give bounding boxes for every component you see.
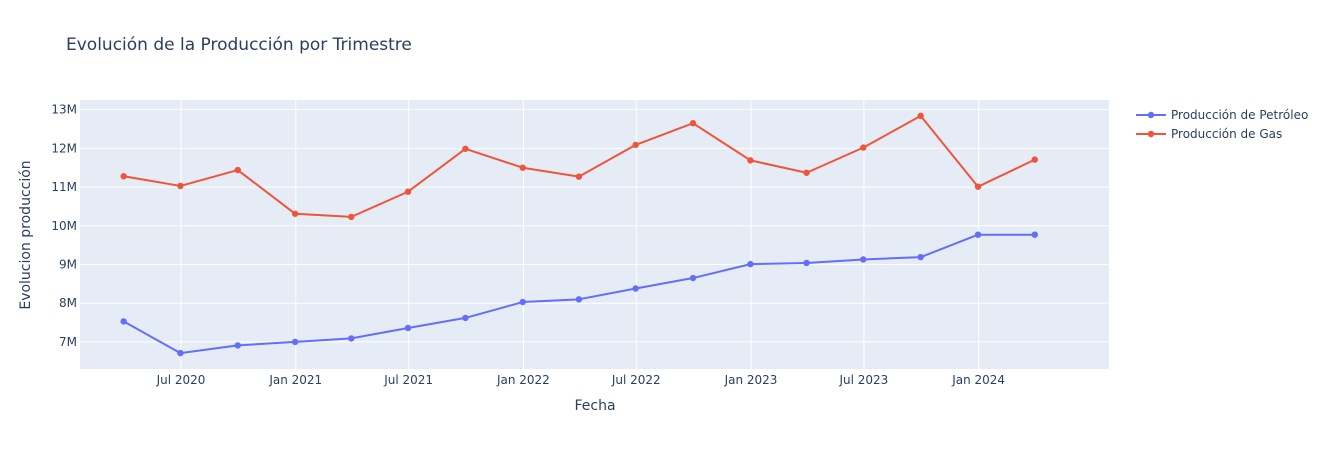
data-point[interactable]	[803, 169, 810, 176]
y-axis-title: Evolucion producción	[18, 160, 34, 309]
series-lines	[120, 112, 1038, 357]
data-point[interactable]	[120, 318, 127, 325]
data-point[interactable]	[404, 188, 412, 195]
data-point[interactable]	[519, 164, 526, 171]
data-point[interactable]	[974, 231, 982, 238]
data-point[interactable]	[1031, 231, 1038, 238]
data-point[interactable]	[747, 260, 754, 268]
data-point[interactable]	[348, 335, 355, 342]
x-axis-title: Fecha	[574, 398, 615, 414]
x-axis-ticks: Jul 2020 Jan 2021 Jul 2021 Jan 2022 Jul 2022…	[156, 373, 1005, 387]
data-point[interactable]	[462, 145, 469, 152]
series-petroleo[interactable]	[120, 231, 1038, 357]
data-point[interactable]	[860, 256, 867, 263]
data-point[interactable]	[291, 338, 299, 346]
data-point[interactable]	[803, 259, 810, 267]
plot-background[interactable]	[80, 100, 1109, 369]
data-point[interactable]	[974, 183, 982, 190]
data-point[interactable]	[575, 296, 583, 303]
data-point[interactable]	[860, 144, 867, 151]
legend[interactable]: Producción de Petróleo Producción de Gas	[1136, 108, 1308, 141]
y-tick-label: 8M	[59, 296, 77, 310]
y-tick-label: 10M	[51, 219, 77, 233]
data-point[interactable]	[575, 173, 583, 180]
x-tick-label: Jan 2023	[724, 373, 778, 387]
data-point[interactable]	[462, 314, 469, 322]
legend-label: Producción de Petróleo	[1171, 108, 1308, 122]
data-point[interactable]	[632, 285, 639, 292]
data-point[interactable]	[689, 274, 697, 282]
y-axis-ticks: 7M 8M 9M 10M 11M 12M 13M	[51, 103, 77, 349]
grid-lines	[80, 100, 1109, 369]
data-point[interactable]	[1031, 156, 1038, 163]
x-tick-label: Jul 2022	[611, 373, 661, 387]
y-tick-label: 13M	[51, 103, 77, 117]
series-gas[interactable]	[120, 112, 1038, 221]
x-tick-label: Jan 2024	[951, 373, 1005, 387]
legend-item[interactable]: Producción de Gas	[1136, 127, 1282, 141]
data-point[interactable]	[404, 324, 412, 332]
data-point[interactable]	[917, 253, 924, 261]
data-point[interactable]	[632, 141, 639, 149]
data-point[interactable]	[519, 298, 526, 306]
legend-marker-swatch	[1147, 130, 1155, 138]
x-tick-label: Jan 2021	[268, 373, 322, 387]
x-tick-label: Jul 2020	[156, 373, 206, 387]
x-tick-label: Jul 2023	[838, 373, 888, 387]
y-tick-label: 9M	[59, 257, 77, 271]
data-point[interactable]	[177, 182, 184, 190]
data-point[interactable]	[120, 173, 127, 180]
data-point[interactable]	[177, 349, 184, 357]
data-point[interactable]	[689, 120, 697, 127]
legend-marker-swatch	[1147, 111, 1155, 119]
data-point[interactable]	[234, 166, 241, 174]
y-tick-label: 11M	[51, 180, 77, 194]
x-tick-label: Jan 2022	[496, 373, 550, 387]
legend-label: Producción de Gas	[1171, 127, 1282, 141]
legend-item[interactable]: Producción de Petróleo	[1136, 108, 1308, 122]
x-tick-label: Jul 2021	[383, 373, 433, 387]
data-point[interactable]	[291, 210, 299, 217]
data-point[interactable]	[747, 157, 754, 164]
y-tick-label: 7M	[59, 335, 77, 349]
y-tick-label: 12M	[51, 141, 77, 155]
data-point[interactable]	[234, 342, 241, 349]
chart-title: Evolución de la Producción por Trimestre	[66, 35, 412, 55]
data-point[interactable]	[917, 112, 924, 120]
data-point[interactable]	[348, 213, 355, 221]
